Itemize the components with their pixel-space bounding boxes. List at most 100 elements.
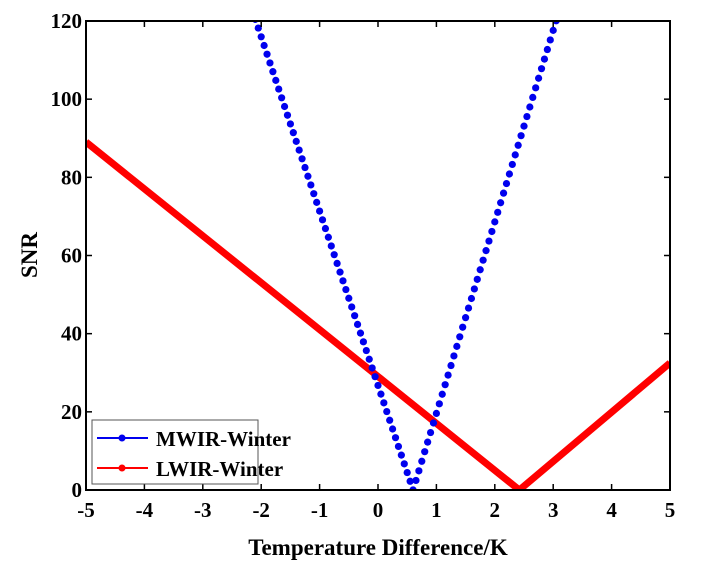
data-point-mwir <box>389 425 397 433</box>
data-point-mwir <box>424 438 432 446</box>
data-point-mwir <box>362 346 370 355</box>
series-mwir <box>252 21 560 490</box>
data-point-mwir <box>383 407 391 416</box>
data-point-mwir <box>485 237 493 245</box>
x-tick-label: 0 <box>373 498 384 522</box>
data-point-mwir <box>473 275 481 283</box>
y-axis-title: SNR <box>17 232 42 278</box>
data-point-mwir <box>511 151 519 159</box>
data-point-mwir <box>359 338 367 346</box>
x-tick-label: -4 <box>136 498 154 522</box>
data-point-mwir <box>450 352 458 360</box>
data-point-mwir <box>479 256 487 264</box>
data-point-mwir <box>313 198 321 206</box>
data-point-mwir <box>275 85 283 93</box>
data-point-mwir <box>467 294 476 303</box>
data-point-mwir <box>462 314 470 322</box>
data-point-mwir <box>421 448 429 456</box>
data-point-mwir <box>339 277 347 285</box>
x-tick-label: -5 <box>77 498 95 522</box>
data-point-mwir <box>520 122 528 130</box>
data-point-mwir <box>289 129 297 137</box>
data-point-mwir <box>292 137 300 145</box>
legend-label-lwir: LWIR-Winter <box>156 457 283 481</box>
data-point-mwir <box>464 304 473 312</box>
data-point-mwir <box>505 170 513 178</box>
data-point-mwir <box>438 390 446 398</box>
legend-label-mwir: MWIR-Winter <box>156 427 291 451</box>
data-point-mwir <box>406 477 414 485</box>
data-point-mwir <box>546 36 554 44</box>
x-tick-label: 1 <box>431 498 442 522</box>
data-point-mwir <box>526 103 534 111</box>
data-point-mwir <box>391 434 400 442</box>
data-point-mwir <box>394 442 403 451</box>
legend-marker-mwir <box>118 434 126 442</box>
data-point-mwir <box>266 59 274 67</box>
data-point-mwir <box>482 247 490 255</box>
data-point-mwir <box>456 333 464 341</box>
data-point-mwir <box>429 419 438 427</box>
data-point-mwir <box>403 468 411 477</box>
legend-marker-lwir <box>118 464 126 472</box>
data-point-mwir <box>263 50 271 58</box>
data-point-mwir <box>535 74 543 82</box>
data-point-mwir <box>278 94 286 102</box>
data-point-mwir <box>324 233 332 241</box>
data-point-mwir <box>272 76 280 84</box>
series-line-lwir <box>86 139 670 490</box>
data-point-mwir <box>374 381 382 390</box>
data-point-mwir <box>269 68 277 76</box>
data-point-mwir <box>333 259 341 267</box>
data-point-mwir <box>353 320 362 329</box>
y-tick-label: 100 <box>51 87 83 111</box>
data-point-mwir <box>286 120 294 128</box>
data-point-mwir <box>257 33 265 41</box>
data-point-mwir <box>301 163 309 172</box>
data-point-mwir <box>371 373 379 381</box>
data-point-mwir <box>316 207 324 215</box>
legend-item-lwir: LWIR-Winter <box>97 457 283 481</box>
data-point-mwir <box>283 111 292 119</box>
data-point-mwir <box>508 160 516 169</box>
data-point-mwir <box>415 467 423 475</box>
data-point-mwir <box>280 102 289 111</box>
data-point-mwir <box>514 141 522 149</box>
data-point-mwir <box>365 355 373 363</box>
data-point-mwir <box>368 364 376 372</box>
data-point-mwir <box>529 93 537 102</box>
data-point-mwir <box>517 132 525 140</box>
data-point-mwir <box>351 312 359 320</box>
x-tick-label: 5 <box>665 498 676 522</box>
data-point-mwir <box>345 294 353 302</box>
data-point-mwir <box>304 172 312 180</box>
data-point-mwir <box>295 146 303 154</box>
data-point-mwir <box>336 268 344 276</box>
x-tick-label: -3 <box>194 498 212 522</box>
y-tick-label: 0 <box>72 478 83 502</box>
data-point-mwir <box>494 208 502 216</box>
data-point-mwir <box>491 218 499 226</box>
data-point-mwir <box>318 216 327 224</box>
data-point-mwir <box>356 329 365 337</box>
data-point-mwir <box>523 112 531 121</box>
data-point-mwir <box>342 285 350 294</box>
x-tick-label: 4 <box>606 498 617 522</box>
data-point-mwir <box>497 199 505 207</box>
data-point-mwir <box>453 342 461 350</box>
data-point-mwir <box>380 399 388 407</box>
x-tick-label: -2 <box>252 498 270 522</box>
data-point-mwir <box>444 371 452 379</box>
data-point-mwir <box>459 323 467 331</box>
data-point-mwir <box>447 361 455 370</box>
data-point-mwir <box>532 84 540 92</box>
y-tick-label: 80 <box>61 165 82 189</box>
data-point-mwir <box>397 451 405 459</box>
data-point-mwir <box>348 303 356 311</box>
data-point-mwir <box>488 227 496 236</box>
x-tick-label: -1 <box>311 498 329 522</box>
data-point-mwir <box>260 41 268 50</box>
data-point-mwir <box>330 251 338 259</box>
data-point-mwir <box>307 181 315 189</box>
